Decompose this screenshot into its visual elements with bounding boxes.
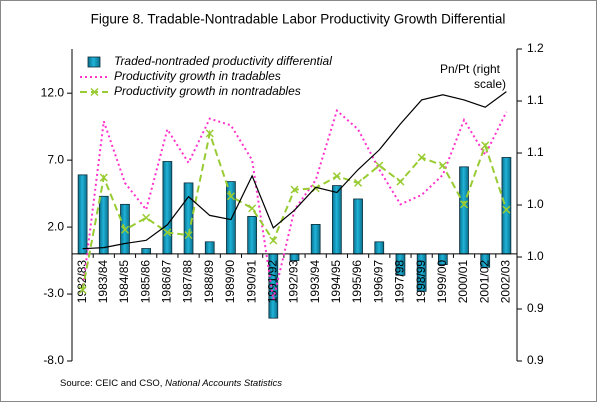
x-tick-label: 1984/85 xyxy=(117,260,131,304)
x-tick-label: 1990/91 xyxy=(244,260,258,304)
x-tick-label: 2001/02 xyxy=(477,260,491,304)
bar xyxy=(162,161,173,255)
y-tick-label: -8.0 xyxy=(43,353,64,367)
y2-tick-label: 1.2 xyxy=(527,41,544,55)
marker xyxy=(269,236,278,245)
marker xyxy=(396,177,405,186)
legend-label: Traded-nontraded productivity differenti… xyxy=(114,54,332,68)
y2-tick-label: 1.1 xyxy=(527,93,544,107)
marker xyxy=(99,173,108,182)
legend-marker xyxy=(90,87,99,97)
marker xyxy=(481,141,490,150)
x-tick-label: 1989/90 xyxy=(223,260,237,304)
bar xyxy=(310,224,321,255)
bar xyxy=(247,215,257,255)
marker xyxy=(142,213,151,222)
x-tick-label: 1987/88 xyxy=(181,260,195,304)
y2-tick-label: 1.0 xyxy=(527,197,544,211)
y2-tick-label: 1.0 xyxy=(527,249,544,263)
bar xyxy=(98,195,109,255)
y-tick-label: -3.0 xyxy=(43,286,64,300)
bar xyxy=(374,241,385,255)
x-tick-label: 1998/99 xyxy=(414,260,428,304)
marker xyxy=(417,153,426,162)
marker xyxy=(78,285,87,295)
source: Source: CEIC and CSO, National Accounts … xyxy=(60,378,282,389)
legend-label: Productivity growth in tradables xyxy=(114,69,281,83)
marker xyxy=(502,205,511,214)
x-tick-label: 1988/89 xyxy=(202,260,216,304)
x-tick-label: 1993/94 xyxy=(308,260,322,304)
bar xyxy=(141,248,152,255)
chart-title: Figure 8. Tradable-Nontradable Labor Pro… xyxy=(91,12,506,27)
marker xyxy=(290,185,299,194)
marker xyxy=(332,172,341,181)
y-tick-label: 7.0 xyxy=(47,152,64,166)
x-tick-label: 1985/86 xyxy=(138,260,152,304)
y2-tick-label: 1.1 xyxy=(527,145,544,159)
marker xyxy=(184,231,193,240)
bar xyxy=(501,157,512,255)
x-tick-label: 1994/95 xyxy=(329,260,343,304)
x-tick-label: 1999/00 xyxy=(435,260,449,304)
marker xyxy=(226,192,235,201)
marker xyxy=(354,178,363,187)
x-tick-label: 1996/97 xyxy=(371,260,385,304)
x-tick-label: 2002/03 xyxy=(499,260,513,304)
marker xyxy=(205,129,214,138)
y2-tick-label: 0.9 xyxy=(527,301,544,315)
y-tick-label: 12.0 xyxy=(41,85,65,99)
x-tick-label: 1995/96 xyxy=(350,260,364,304)
y-tick-label: 2.0 xyxy=(47,219,64,233)
legend-label: Productivity growth in nontradables xyxy=(114,84,301,98)
line xyxy=(82,91,507,250)
x-tick-label: 1992/93 xyxy=(287,260,301,304)
marker xyxy=(375,161,384,170)
marker xyxy=(120,225,130,234)
x-tick-label: 1986/87 xyxy=(160,260,174,304)
x-tick-label: 1983/84 xyxy=(96,260,110,304)
legend-swatch xyxy=(87,56,101,68)
marker xyxy=(459,200,469,209)
x-tick-label: 2000/01 xyxy=(456,260,470,304)
annotation: scale) xyxy=(474,77,506,91)
bar xyxy=(353,198,363,255)
x-tick-label: 1997/98 xyxy=(393,260,407,304)
y2-tick-label: 0.9 xyxy=(527,353,544,367)
marker xyxy=(438,161,447,170)
bar xyxy=(204,241,215,255)
source-text: Source: CEIC and CSO, xyxy=(60,378,162,389)
bar xyxy=(289,253,300,261)
source-italic: National Accounts Statistics xyxy=(165,378,282,389)
annotation: Pn/Pt (right xyxy=(440,62,501,76)
bar xyxy=(332,185,342,255)
bar xyxy=(459,166,469,255)
marker xyxy=(163,228,172,237)
bar xyxy=(77,174,88,255)
marker xyxy=(248,204,257,213)
